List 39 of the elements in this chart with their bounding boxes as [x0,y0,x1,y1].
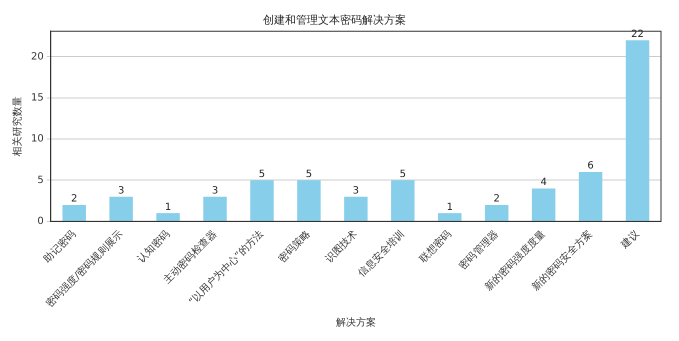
bar [250,180,274,221]
data-label: 2 [494,194,500,205]
x-tick-label: 助记密码 [41,228,78,265]
y-tick-label: 10 [30,134,44,145]
bar [203,196,227,221]
data-label: 3 [352,185,360,196]
bar [532,188,556,221]
bar [156,213,180,221]
bar [438,213,462,221]
bar [109,196,133,221]
bar [484,204,508,221]
data-label: 2 [71,194,78,205]
data-label: 6 [587,160,594,172]
y-axis-title: 相关研究数量 [12,96,24,156]
bar [626,40,650,221]
y-tick-label: 20 [30,51,44,62]
data-label: 4 [540,177,547,188]
y-tick-label: 15 [30,92,44,104]
y-tick-label: 5 [37,174,44,186]
data-label: 1 [164,202,172,213]
data-label: 22 [631,28,644,40]
x-axis-title: 解决方案 [336,316,376,329]
bar [578,172,602,221]
chart-title: 创建和管理文本密码解决方案 [263,13,406,26]
x-tick-label: 认知密码 [135,228,172,265]
bar [344,196,368,221]
bar [391,180,415,221]
y-tick-label: 0 [37,216,44,228]
x-tick-label: 联想密码 [416,228,454,265]
data-label: 1 [446,202,453,213]
data-label: 5 [400,168,406,180]
x-tick-label: 建议 [618,228,642,252]
data-label: 5 [306,168,312,180]
data-label: 3 [212,185,218,196]
bar [62,204,86,221]
data-label: 3 [118,185,124,196]
data-label: 5 [258,168,266,180]
bar [297,180,321,221]
x-tick-label: 密码策略 [276,228,313,265]
